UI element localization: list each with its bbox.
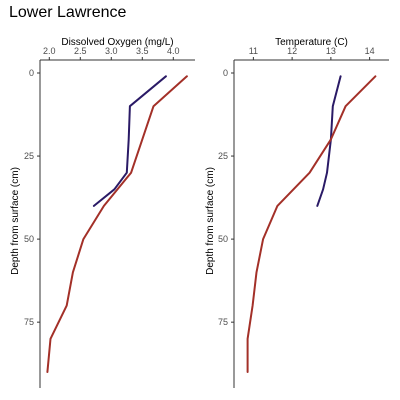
x-tick-label: 3.0: [105, 46, 118, 56]
x-tick-label: 13: [326, 46, 336, 56]
x-tick-label: 11: [249, 46, 258, 56]
series-line-2-2: [246, 75, 377, 373]
y-axis-label-1: Depth from surface (cm): [10, 167, 21, 275]
x-tick-label: 2.5: [74, 46, 87, 56]
y-tick-label: 25: [24, 151, 34, 161]
y-tick-label: 25: [218, 151, 228, 161]
y-axis-label-2: Depth from surface (cm): [205, 167, 216, 275]
y-tick-label: 0: [223, 68, 228, 78]
series-line-2-1: [316, 75, 342, 207]
x-tick-label: 3.5: [136, 46, 149, 56]
y-tick-label: 50: [24, 234, 34, 244]
series-line-1-2: [46, 75, 188, 373]
x-tick-label: 12: [287, 46, 297, 56]
x-tick-label: 14: [365, 46, 375, 56]
x-tick-label: 2.0: [43, 46, 56, 56]
x-axis-label-2: Temperature (C): [275, 37, 348, 48]
y-tick-label: 75: [24, 317, 34, 327]
x-axis-label-1: Dissolved Oxygen (mg/L): [61, 37, 173, 48]
x-tick-label: 4.0: [167, 46, 180, 56]
y-tick-label: 0: [29, 68, 34, 78]
y-tick-label: 75: [218, 317, 228, 327]
y-tick-label: 50: [218, 234, 228, 244]
figure-title: Lower Lawrence: [9, 4, 127, 21]
series-line-1-1: [92, 75, 167, 207]
